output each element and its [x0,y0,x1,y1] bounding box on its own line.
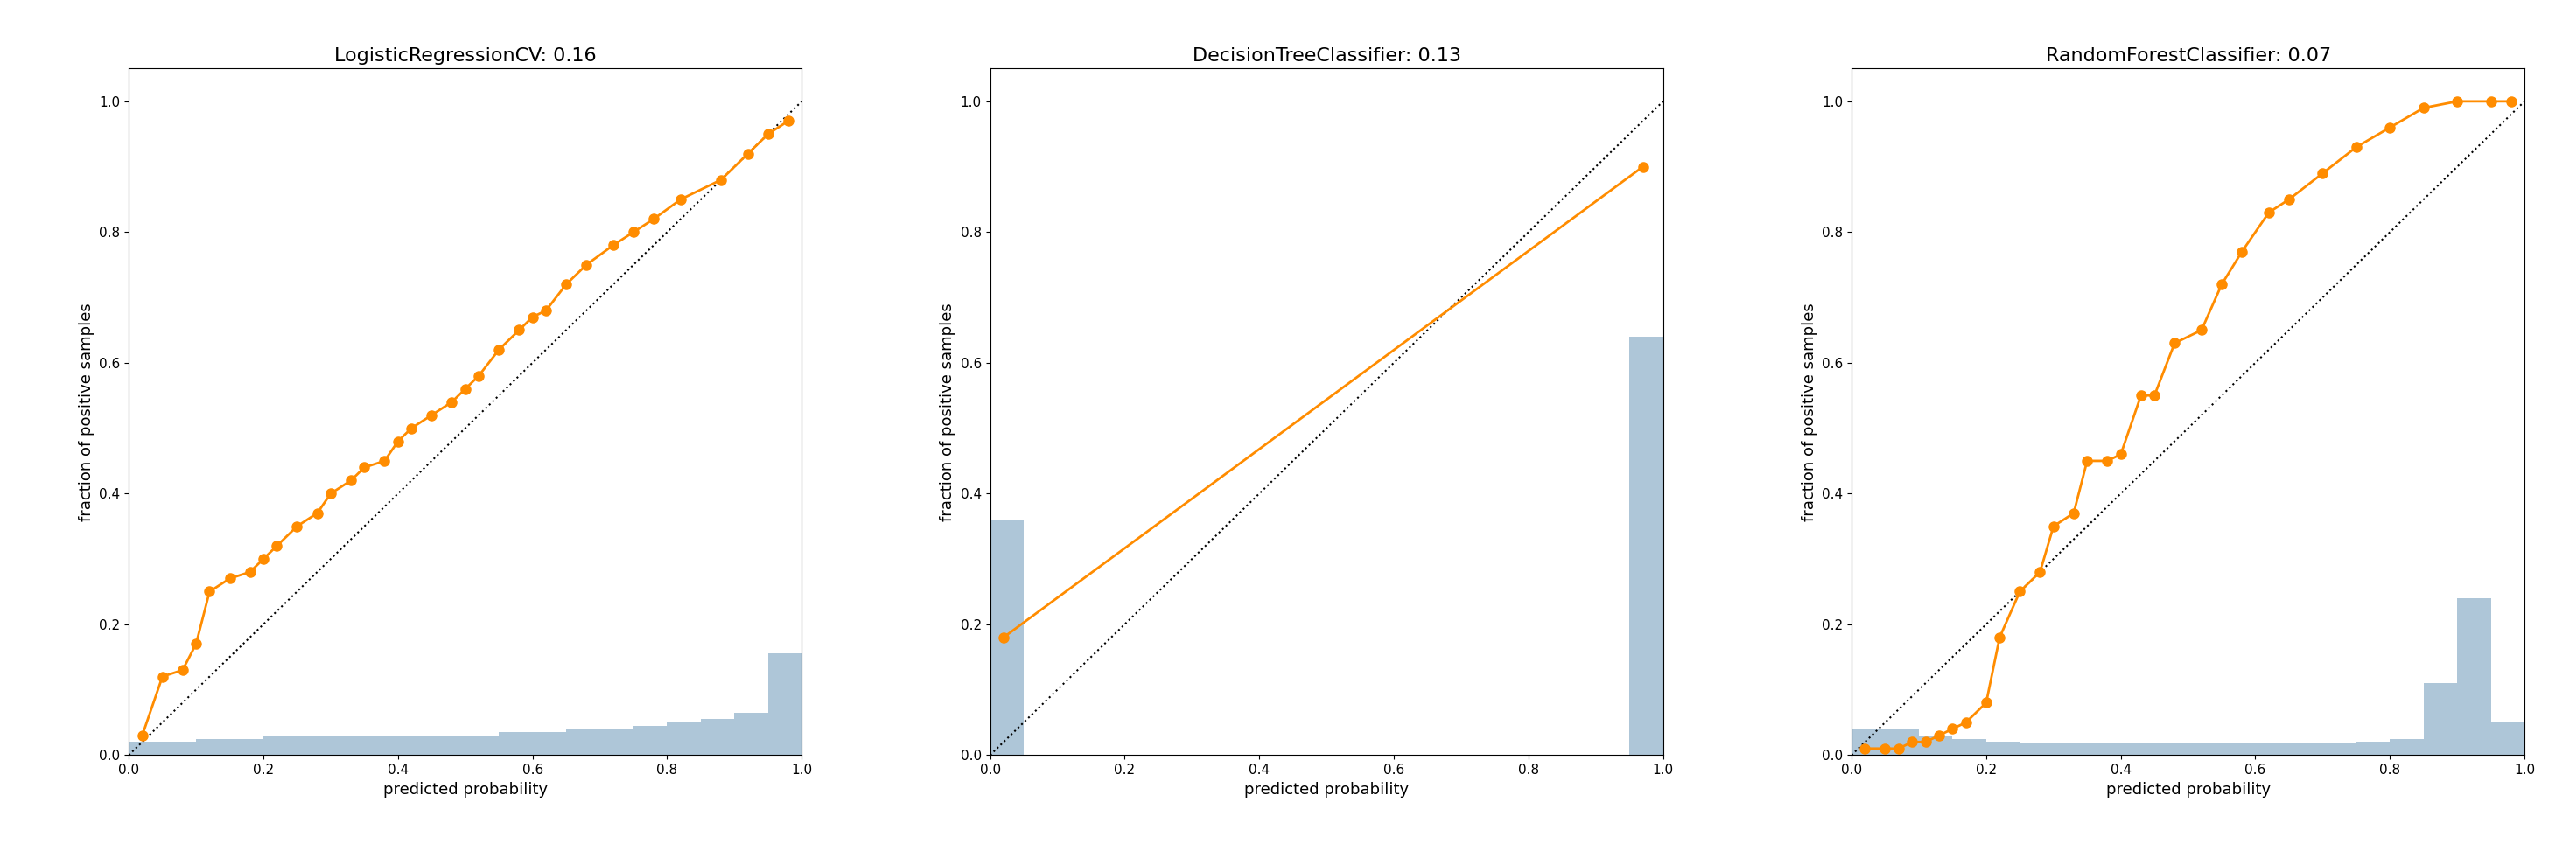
Bar [2357,742,2391,755]
Bar [2020,743,2053,755]
X-axis label: predicted probability: predicted probability [2105,782,2269,797]
Bar [129,742,162,755]
Bar [2154,743,2187,755]
Bar [567,729,600,755]
Bar [533,732,567,755]
Bar [2391,739,2424,755]
Bar [433,735,466,755]
Bar [229,739,263,755]
Bar [600,729,634,755]
Title: DecisionTreeClassifier: 0.13: DecisionTreeClassifier: 0.13 [1193,47,1461,65]
Bar [363,735,397,755]
Bar [1852,729,1886,755]
Bar [162,742,196,755]
Bar [989,520,1023,755]
Bar [2290,743,2324,755]
Bar [2053,743,2087,755]
Bar [2120,743,2154,755]
Bar [500,732,533,755]
Bar [667,722,701,755]
X-axis label: predicted probability: predicted probability [1244,782,1409,797]
Bar [2087,743,2120,755]
Bar [2187,743,2221,755]
X-axis label: predicted probability: predicted probability [384,782,549,797]
Bar [734,712,768,755]
Bar [296,735,330,755]
Bar [701,719,734,755]
Bar [1986,742,2020,755]
Bar [1953,739,1986,755]
Bar [2491,722,2524,755]
Bar [2221,743,2257,755]
Title: RandomForestClassifier: 0.07: RandomForestClassifier: 0.07 [2045,47,2331,65]
Bar [2324,743,2357,755]
Y-axis label: fraction of positive samples: fraction of positive samples [1801,303,1816,521]
Bar [330,735,363,755]
Bar [263,735,296,755]
Bar [2458,598,2491,755]
Y-axis label: fraction of positive samples: fraction of positive samples [77,303,95,521]
Bar [397,735,433,755]
Bar [1919,735,1953,755]
Bar [196,739,229,755]
Bar [466,735,500,755]
Bar [2424,683,2458,755]
Title: LogisticRegressionCV: 0.16: LogisticRegressionCV: 0.16 [335,47,598,65]
Bar [1631,336,1664,755]
Bar [768,654,801,755]
Y-axis label: fraction of positive samples: fraction of positive samples [940,303,956,521]
Bar [634,726,667,755]
Bar [2257,743,2290,755]
Bar [1886,729,1919,755]
